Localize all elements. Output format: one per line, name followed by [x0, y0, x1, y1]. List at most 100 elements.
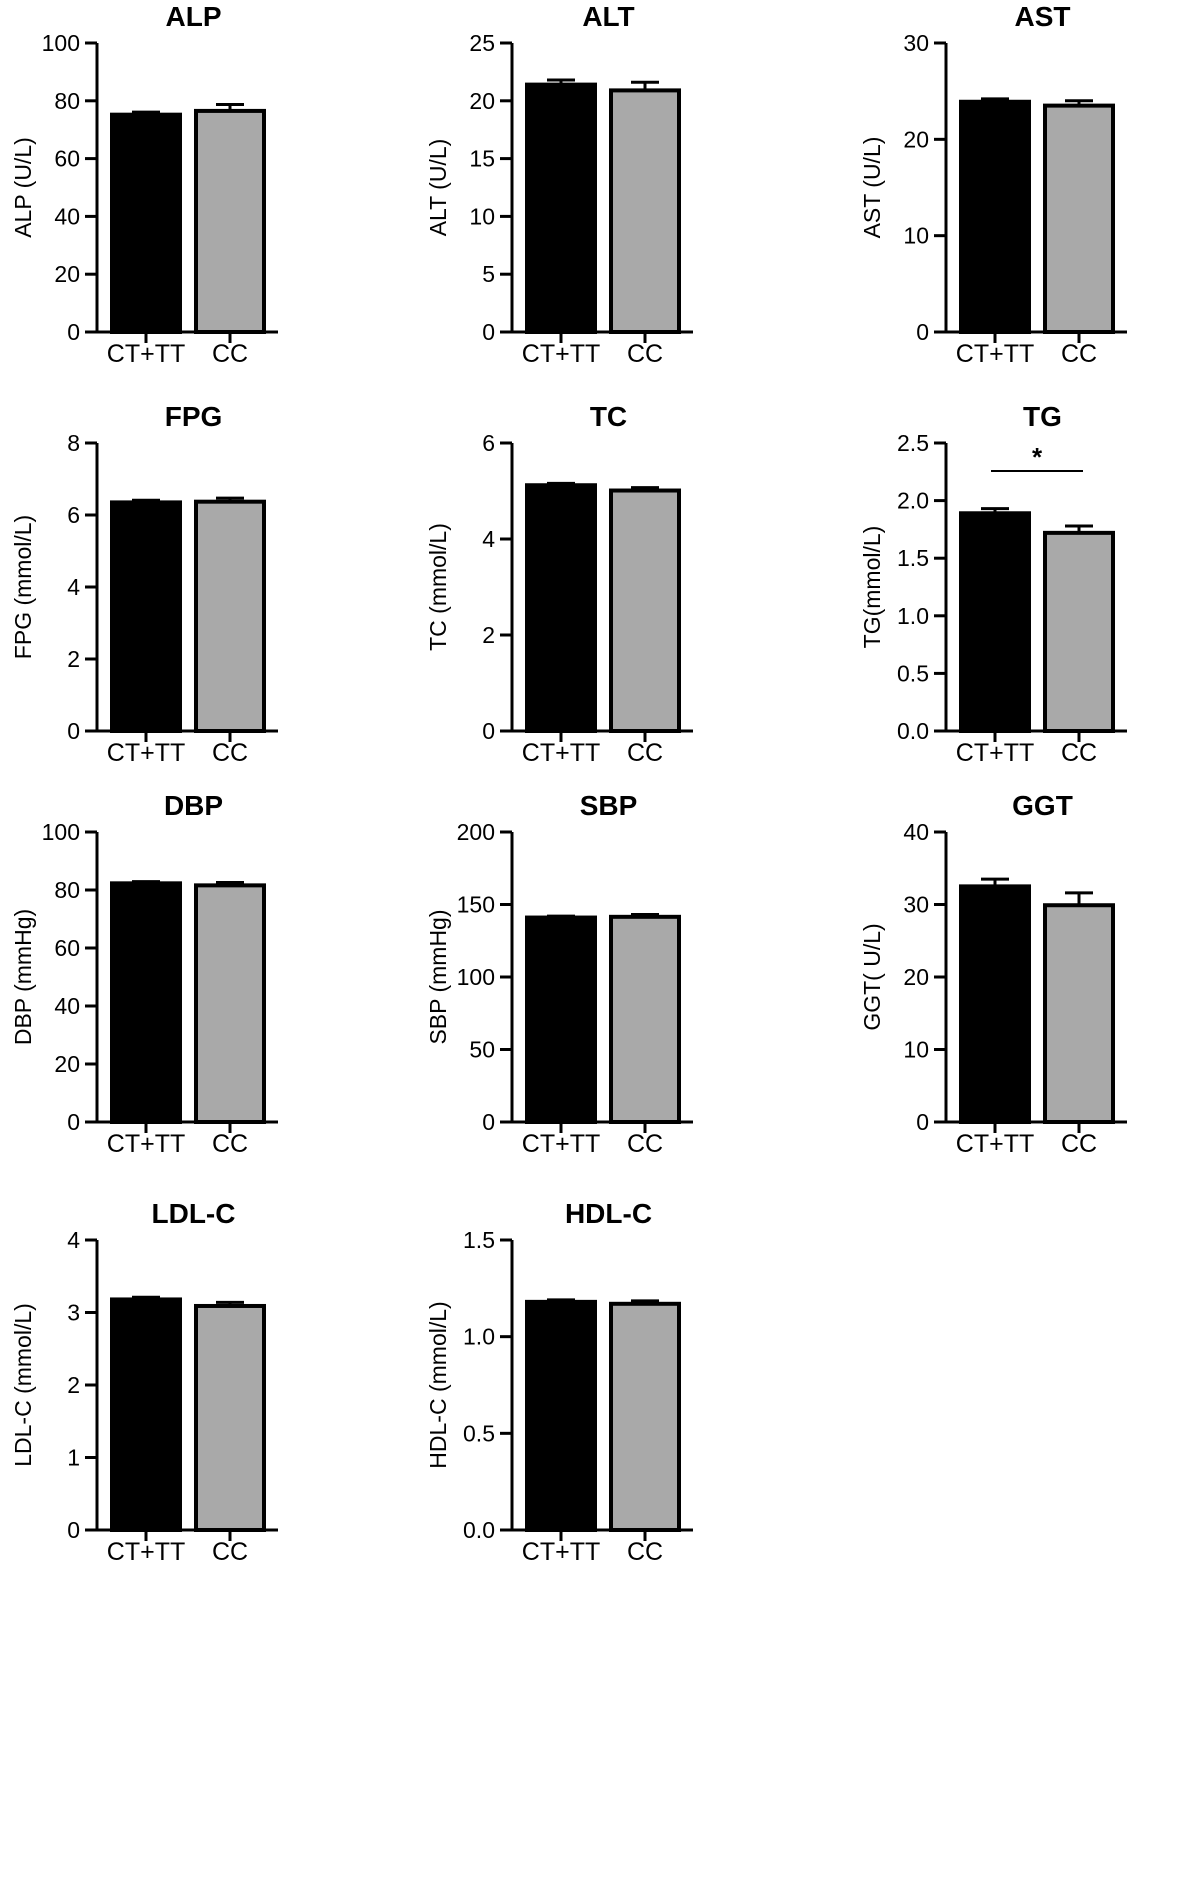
y-tick-label: 0.0 — [463, 1517, 495, 1543]
error-bar-ct-tt — [981, 97, 1009, 102]
error-bar-cc — [1065, 524, 1093, 533]
y-axis-label: TC (mmol/L) — [425, 523, 451, 651]
error-bar-cc — [216, 1300, 244, 1306]
x-tick-label-ct-tt: CT+TT — [107, 1538, 185, 1566]
error-bar-ct-tt — [132, 880, 160, 884]
bar-cc — [194, 883, 266, 1124]
y-tick-label: 60 — [54, 935, 80, 961]
error-bar-cc — [631, 913, 659, 917]
chart-title: SBP — [580, 790, 638, 821]
bar-ct-tt — [110, 112, 182, 334]
y-tick-label: 3 — [67, 1300, 80, 1326]
error-bar-ct-tt — [132, 1295, 160, 1300]
y-tick-label: 25 — [469, 30, 495, 56]
y-tick-label: 0 — [482, 319, 495, 345]
chart-sbp: 0 50 100 150 200 CT+TT CC SBP SBP (mmHg) — [425, 790, 693, 1158]
x-tick-label-cc: CC — [627, 739, 663, 767]
bar-cc — [609, 1301, 681, 1533]
y-tick-label: 5 — [482, 261, 495, 287]
error-bar-cc — [216, 880, 244, 886]
y-tick-label: 10 — [903, 1037, 929, 1063]
y-tick-label: 0 — [67, 319, 80, 345]
y-tick-label: 100 — [457, 964, 495, 990]
y-tick-label: 100 — [42, 30, 80, 56]
bar-cc — [1043, 530, 1115, 734]
y-tick-label: 0 — [482, 1109, 495, 1135]
y-tick-label: 30 — [903, 892, 929, 918]
y-axis-label: TG(mmol/L) — [859, 526, 885, 649]
bar-ct-tt — [959, 99, 1031, 334]
bar-ct-tt — [525, 1299, 597, 1533]
y-tick-label: 4 — [67, 574, 80, 600]
error-bar-cc — [1065, 99, 1093, 106]
bar-cc — [609, 88, 681, 335]
x-tick-label-cc: CC — [627, 1130, 663, 1158]
y-tick-label: 15 — [469, 146, 495, 172]
y-tick-label: 20 — [54, 261, 80, 287]
bar-ct-tt — [110, 881, 182, 1125]
y-axis-label: HDL-C (mmol/L) — [425, 1301, 451, 1468]
x-tick-label-cc: CC — [212, 1538, 248, 1566]
bar-cc — [1043, 103, 1115, 334]
y-axis-label: ALP (U/L) — [10, 137, 36, 238]
y-tick-label: 60 — [54, 146, 80, 172]
bar-ct-tt — [110, 500, 182, 733]
error-bar-ct-tt — [981, 507, 1009, 514]
error-bar-ct-tt — [132, 110, 160, 115]
y-tick-label: 1.0 — [463, 1324, 495, 1350]
y-tick-label: 100 — [42, 819, 80, 845]
chart-title: LDL-C — [152, 1198, 236, 1229]
chart-title: DBP — [164, 790, 223, 821]
y-tick-label: 80 — [54, 88, 80, 114]
y-tick-label: 30 — [903, 30, 929, 56]
chart-hdl-c: 0.0 0.5 1.0 1.5 CT+TT CC HDL-C HDL-C (mmol/L) — [425, 1198, 693, 1566]
chart-title: FPG — [165, 401, 223, 432]
y-tick-label: 4 — [482, 526, 495, 552]
y-tick-label: 2.0 — [897, 488, 929, 514]
y-tick-label: 8 — [67, 430, 80, 456]
y-tick-label: 1.5 — [463, 1227, 495, 1253]
chart-ggt: 0 10 20 30 40 CT+TT CC GGT GGT( U/L) — [859, 790, 1127, 1158]
x-tick-label-cc: CC — [627, 340, 663, 368]
y-axis-label: GGT( U/L) — [859, 923, 885, 1030]
y-tick-label: 0 — [916, 1109, 929, 1135]
x-tick-label-ct-tt: CT+TT — [956, 340, 1034, 368]
x-tick-label-ct-tt: CT+TT — [107, 340, 185, 368]
bar-cc — [194, 499, 266, 733]
y-tick-label: 40 — [54, 993, 80, 1019]
y-tick-label: 2 — [67, 1372, 80, 1398]
y-tick-label: 200 — [457, 819, 495, 845]
y-axis-label: SBP (mmHg) — [425, 909, 451, 1044]
x-tick-label-ct-tt: CT+TT — [522, 340, 600, 368]
bar-cc — [194, 108, 266, 335]
x-tick-label-ct-tt: CT+TT — [522, 1538, 600, 1566]
bar-cc — [609, 488, 681, 733]
chart-title: ALT — [582, 1, 634, 32]
y-tick-label: 4 — [67, 1227, 80, 1253]
y-tick-label: 150 — [457, 892, 495, 918]
y-tick-label: 20 — [903, 964, 929, 990]
y-tick-label: 50 — [469, 1037, 495, 1063]
x-tick-label-cc: CC — [627, 1538, 663, 1566]
chart-title: TC — [590, 401, 627, 432]
y-tick-label: 10 — [903, 223, 929, 249]
bar-ct-tt — [525, 483, 597, 733]
y-tick-label: 2.5 — [897, 430, 929, 456]
x-tick-label-cc: CC — [1061, 340, 1097, 368]
y-tick-label: 80 — [54, 877, 80, 903]
chart-dbp: 0 20 40 60 80 100 CT+TT CC DBP DBP (mmHg) — [10, 790, 278, 1158]
error-bar-cc — [631, 1299, 659, 1304]
chart-ldl-c: 0 1 2 3 4 CT+TT CC LDL-C LDL-C (mmol/L) — [10, 1198, 278, 1566]
y-tick-label: 20 — [903, 126, 929, 152]
bar-ct-tt — [525, 915, 597, 1124]
y-tick-label: 0.0 — [897, 718, 929, 744]
y-tick-label: 1 — [67, 1445, 80, 1471]
bar-ct-tt — [525, 82, 597, 334]
bar-cc — [609, 914, 681, 1125]
x-tick-label-cc: CC — [212, 1130, 248, 1158]
error-bar-ct-tt — [547, 481, 575, 486]
error-bar-ct-tt — [547, 78, 575, 85]
y-tick-label: 6 — [482, 430, 495, 456]
x-tick-label-cc: CC — [1061, 739, 1097, 767]
